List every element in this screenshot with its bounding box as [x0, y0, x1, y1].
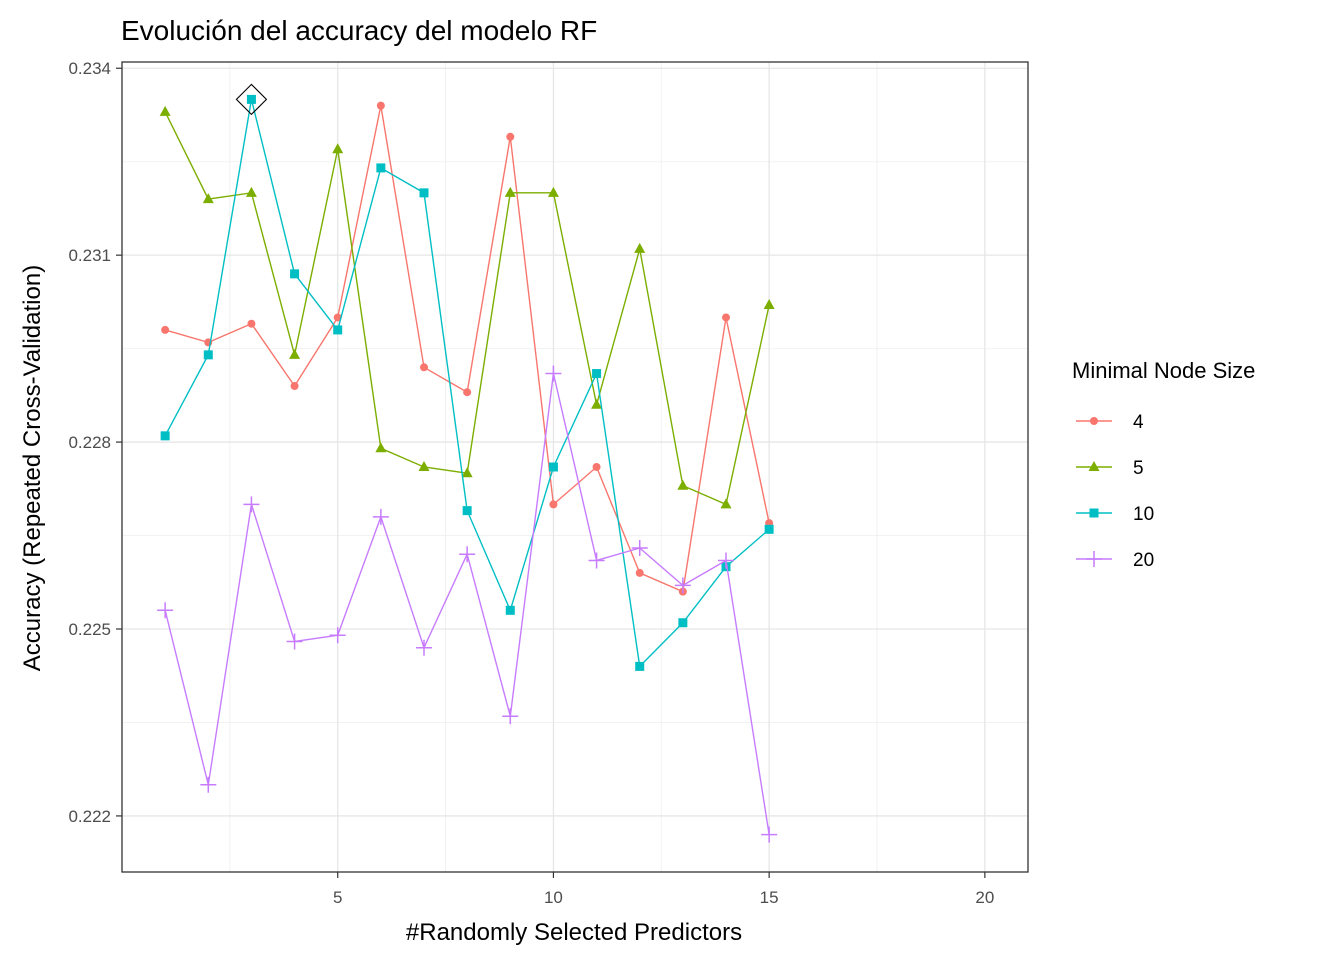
data-point-4 [592, 463, 601, 471]
legend-key-marker [1088, 461, 1100, 471]
data-point-4 [635, 568, 644, 577]
y-tick-label: 0.231 [68, 246, 111, 265]
data-point-4 [549, 500, 558, 509]
data-point-20 [157, 602, 174, 619]
data-point-20 [459, 546, 476, 563]
data-point-20 [416, 639, 432, 656]
data-point-5 [332, 143, 344, 154]
data-point-5 [504, 186, 516, 197]
data-point-10 [635, 661, 645, 671]
legend-label: 20 [1133, 550, 1154, 571]
data-point-5 [591, 398, 603, 409]
data-point-5 [763, 299, 775, 309]
data-point-20 [200, 776, 217, 793]
data-point-5 [159, 105, 171, 116]
data-point-5 [720, 498, 732, 509]
data-point-20 [243, 496, 260, 513]
data-point-10 [548, 462, 558, 472]
y-tick-label: 0.222 [68, 807, 111, 826]
data-point-10 [376, 163, 386, 173]
legend-label: 10 [1133, 504, 1154, 525]
data-point-10 [333, 325, 343, 335]
legend-key-marker [1090, 417, 1098, 425]
data-point-10 [419, 188, 429, 198]
legend-title: Minimal Node Size [1072, 358, 1255, 383]
x-tick-label: 20 [975, 888, 994, 907]
data-point-4 [290, 382, 299, 390]
data-point-5 [289, 348, 301, 359]
data-point-4 [463, 388, 472, 397]
data-point-5 [418, 461, 430, 471]
data-point-20 [286, 633, 303, 650]
data-point-5 [634, 242, 646, 253]
x-tick-label: 5 [333, 888, 342, 907]
data-point-10 [764, 524, 774, 534]
data-point-4 [506, 132, 515, 141]
legend-key-marker [1086, 551, 1102, 567]
data-point-5 [245, 186, 257, 197]
data-point-20 [674, 577, 691, 594]
grid [122, 62, 1028, 872]
data-point-20 [372, 508, 389, 525]
data-point-20 [631, 540, 648, 556]
legend: Minimal Node Size 4 5 10 20 [1072, 358, 1255, 571]
legend-item-5: 5 [1076, 458, 1144, 479]
x-axis-title: #Randomly Selected Predictors [406, 919, 742, 946]
y-axis: 0.222 0.225 0.228 0.231 0.234 [68, 59, 122, 826]
data-point-4 [247, 319, 256, 328]
y-tick-label: 0.234 [68, 59, 111, 78]
data-point-4 [333, 313, 342, 322]
data-point-5 [547, 186, 559, 197]
series-5 [159, 105, 775, 509]
data-point-4 [161, 325, 170, 334]
y-axis-title: Accuracy (Repeated Cross-Validation) [19, 265, 46, 671]
data-point-20 [761, 826, 778, 843]
series-20 [157, 365, 778, 843]
data-point-10 [678, 618, 688, 628]
data-point-10 [246, 94, 256, 104]
data-point-10 [592, 369, 602, 379]
data-point-20 [329, 627, 346, 644]
data-point-10 [505, 605, 515, 615]
series-line-5 [164, 111, 770, 506]
y-tick-label: 0.228 [68, 433, 111, 452]
data-point-5 [202, 193, 214, 204]
data-point-20 [718, 552, 734, 569]
panel-border [121, 61, 1029, 873]
data-point-4 [722, 313, 730, 322]
y-tick-label: 0.225 [68, 620, 111, 639]
data-point-20 [588, 552, 605, 569]
data-point-10 [203, 350, 213, 360]
series-4 [161, 101, 774, 596]
series-layer [157, 83, 778, 843]
data-point-10 [290, 269, 300, 279]
data-point-5 [677, 479, 689, 490]
x-tick-label: 10 [544, 888, 563, 907]
legend-item-4: 4 [1076, 412, 1144, 433]
data-point-20 [545, 365, 562, 382]
best-point-marker [235, 83, 268, 116]
data-point-10 [160, 431, 170, 441]
data-point-5 [461, 467, 473, 478]
data-point-20 [502, 708, 519, 725]
x-axis: 5 10 15 20 [333, 872, 994, 907]
legend-label: 4 [1133, 412, 1144, 433]
legend-item-10: 10 [1076, 504, 1154, 525]
data-point-4 [376, 101, 385, 110]
legend-key-marker [1089, 508, 1099, 518]
legend-item-20: 20 [1076, 550, 1154, 571]
x-tick-label: 15 [760, 888, 779, 907]
legend-label: 5 [1133, 458, 1144, 479]
data-point-4 [420, 363, 428, 372]
data-point-10 [462, 506, 472, 516]
chart-title: Evolución del accuracy del modelo RF [121, 15, 597, 46]
data-point-5 [375, 442, 387, 453]
